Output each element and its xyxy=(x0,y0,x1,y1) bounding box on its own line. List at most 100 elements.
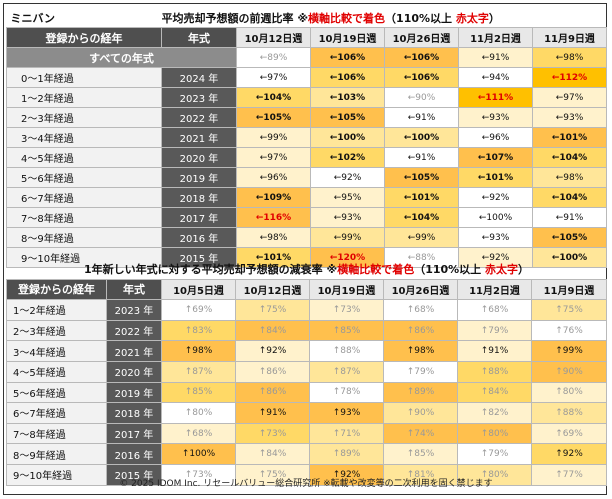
table-row: 8～9年経過 2016 年 ↑100% ↑84% ↑89% ↑85% ↑79% ↑92% xyxy=(6,443,608,465)
model-year: 2015 年 xyxy=(161,247,237,268)
ratio-cell: ←91% xyxy=(531,207,608,228)
table-row: 7～8年経過 2017 年 ←116% ←93% ←104% ←100% ←91% xyxy=(6,207,608,228)
ratio-cell: ↑79% xyxy=(383,360,458,383)
model-year: 2024 年 xyxy=(161,67,237,88)
ratio-cell: ↑78% xyxy=(309,381,384,404)
ratio-cell: ↑80% xyxy=(457,463,532,486)
ratio-cell: ↑100% xyxy=(161,443,236,465)
ratio-cell: ←97% xyxy=(236,147,311,168)
ratio-cell: ←101% xyxy=(236,247,311,268)
table-row: 6～7年経過 2018 年 ↑80% ↑91% ↑93% ↑90% ↑82% ↑88% xyxy=(6,402,608,424)
model-year: 2019 年 xyxy=(161,167,237,188)
elapsed-label: 6～7年経過 xyxy=(6,402,107,424)
elapsed-label: 7～8年経過 xyxy=(6,207,162,228)
ratio-cell: ←103% xyxy=(310,87,385,108)
ratio-cell: ←100% xyxy=(458,207,533,228)
elapsed-label: 3～4年経過 xyxy=(6,127,162,148)
ratio-cell: ←98% xyxy=(531,167,608,188)
table-row: 1～2年経過 2023 年 ↑69% ↑75% ↑73% ↑68% ↑68% ↑75% xyxy=(6,299,608,321)
ratio-cell: ←94% xyxy=(458,67,533,88)
table1-title: 平均売却予想額の前週比率 ※横軸比較で着色（110%以上 赤太字） xyxy=(162,8,607,28)
ratio-cell: ←106% xyxy=(384,47,459,68)
ratio-cell: ↑86% xyxy=(235,360,310,383)
ratio-cell: ←101% xyxy=(458,167,533,188)
ratio-cell: ↑98% xyxy=(383,340,458,362)
elapsed-label: 2～3年経過 xyxy=(6,319,107,342)
model-year: 2023 年 xyxy=(106,299,162,321)
ratio-cell: ←107% xyxy=(458,147,533,168)
table1-note-bold-red: 赤太字 xyxy=(455,11,489,25)
table-row: 9～10年経過 2015 年 ↑73% ↑75% ↑92% ↑81% ↑80% ↑77% xyxy=(6,463,608,486)
ratio-cell: ↑73% xyxy=(235,422,310,445)
table1-title-text: 平均売却予想額の前週比率 xyxy=(161,11,294,25)
elapsed-label: 7～8年経過 xyxy=(6,422,107,445)
elapsed-label: 9～10年経過 xyxy=(6,247,162,268)
header-week: 11月2日週 xyxy=(458,27,533,48)
table2-note-bold-red: 赤太字 xyxy=(485,262,519,276)
model-year: 2022 年 xyxy=(161,107,237,128)
ratio-cell: ↑81% xyxy=(383,463,458,486)
model-year: 2018 年 xyxy=(161,187,237,208)
ratio-cell: ←105% xyxy=(531,227,608,248)
table2-title-text: 1年新しい年式に対する平均売却予想額の減衰率 xyxy=(84,262,323,276)
table-row: 4～5年経過 2020 年 ↑87% ↑86% ↑87% ↑79% ↑88% ↑90% xyxy=(6,360,608,383)
table-row: 5～6年経過 2019 年 ←96% ←92% ←105% ←101% ←98% xyxy=(6,167,608,188)
ratio-cell: ↑75% xyxy=(235,299,310,321)
model-year: 2023 年 xyxy=(161,87,237,108)
model-year: 2017 年 xyxy=(161,207,237,228)
ratio-cell: ←90% xyxy=(384,87,459,108)
model-year: 2020 年 xyxy=(161,147,237,168)
ratio-cell: ←91% xyxy=(384,107,459,128)
ratio-cell: ↑80% xyxy=(457,422,532,445)
ratio-cell: ←93% xyxy=(310,207,385,228)
header-week: 10月12日週 xyxy=(236,27,311,48)
ratio-cell: ↑87% xyxy=(309,360,384,383)
ratio-cell: ↑85% xyxy=(383,443,458,465)
header-week: 10月26日週 xyxy=(384,27,459,48)
ratio-cell: ←100% xyxy=(384,127,459,148)
ratio-cell: ←99% xyxy=(310,227,385,248)
header-week: 10月5日週 xyxy=(161,278,236,301)
ratio-cell: ←88% xyxy=(384,247,459,268)
ratio-cell: ←92% xyxy=(458,187,533,208)
ratio-cell: ↑92% xyxy=(309,463,384,486)
ratio-cell: ←105% xyxy=(236,107,311,128)
elapsed-label: 8～9年経過 xyxy=(6,227,162,248)
ratio-cell: ↑74% xyxy=(383,422,458,445)
ratio-cell: ←104% xyxy=(236,87,311,108)
ratio-cell: ↑87% xyxy=(161,360,236,383)
ratio-cell: ↑89% xyxy=(309,443,384,465)
table-row: 9～10年経過 2015 年 ←101% ←120% ←88% ←92% ←100% xyxy=(6,247,608,268)
header-week: 10月19日週 xyxy=(310,27,385,48)
ratio-cell: ←91% xyxy=(458,47,533,68)
table-row: 8～9年経過 2016 年 ←98% ←99% ←99% ←93% ←105% xyxy=(6,227,608,248)
elapsed-label: 6～7年経過 xyxy=(6,187,162,208)
elapsed-label: 5～6年経過 xyxy=(6,381,107,404)
ratio-cell: ←105% xyxy=(310,107,385,128)
header-year: 年式 xyxy=(106,278,162,301)
elapsed-label: 1～2年経過 xyxy=(6,299,107,321)
table2-note-close: ） xyxy=(518,262,530,276)
ratio-cell: ←106% xyxy=(310,47,385,68)
ratio-cell: ←99% xyxy=(236,127,311,148)
table-row: 7～8年経過 2017 年 ↑68% ↑73% ↑71% ↑74% ↑80% ↑69% xyxy=(6,422,608,445)
model-year: 2017 年 xyxy=(106,422,162,445)
model-year: 2021 年 xyxy=(106,340,162,362)
ratio-cell: ↑79% xyxy=(457,443,532,465)
ratio-cell: ↑68% xyxy=(457,299,532,321)
ratio-cell: ←91% xyxy=(384,147,459,168)
ratio-cell: ↑90% xyxy=(383,402,458,424)
ratio-cell: ←100% xyxy=(531,247,608,268)
ratio-cell: ←104% xyxy=(531,147,608,168)
ratio-cell: ←96% xyxy=(458,127,533,148)
ratio-cell: ↑85% xyxy=(161,381,236,404)
ratio-cell: ←120% xyxy=(310,247,385,268)
table1-note-red: 横軸比較で着色 xyxy=(308,11,386,25)
header-week: 10月26日週 xyxy=(383,278,458,301)
table1-note-close: ） xyxy=(488,11,500,25)
ratio-cell: ↑75% xyxy=(530,299,608,321)
ratio-cell: ↑92% xyxy=(530,443,608,465)
model-year: 2021 年 xyxy=(161,127,237,148)
ratio-cell: ←89% xyxy=(236,47,311,68)
ratio-cell: ↑73% xyxy=(309,299,384,321)
